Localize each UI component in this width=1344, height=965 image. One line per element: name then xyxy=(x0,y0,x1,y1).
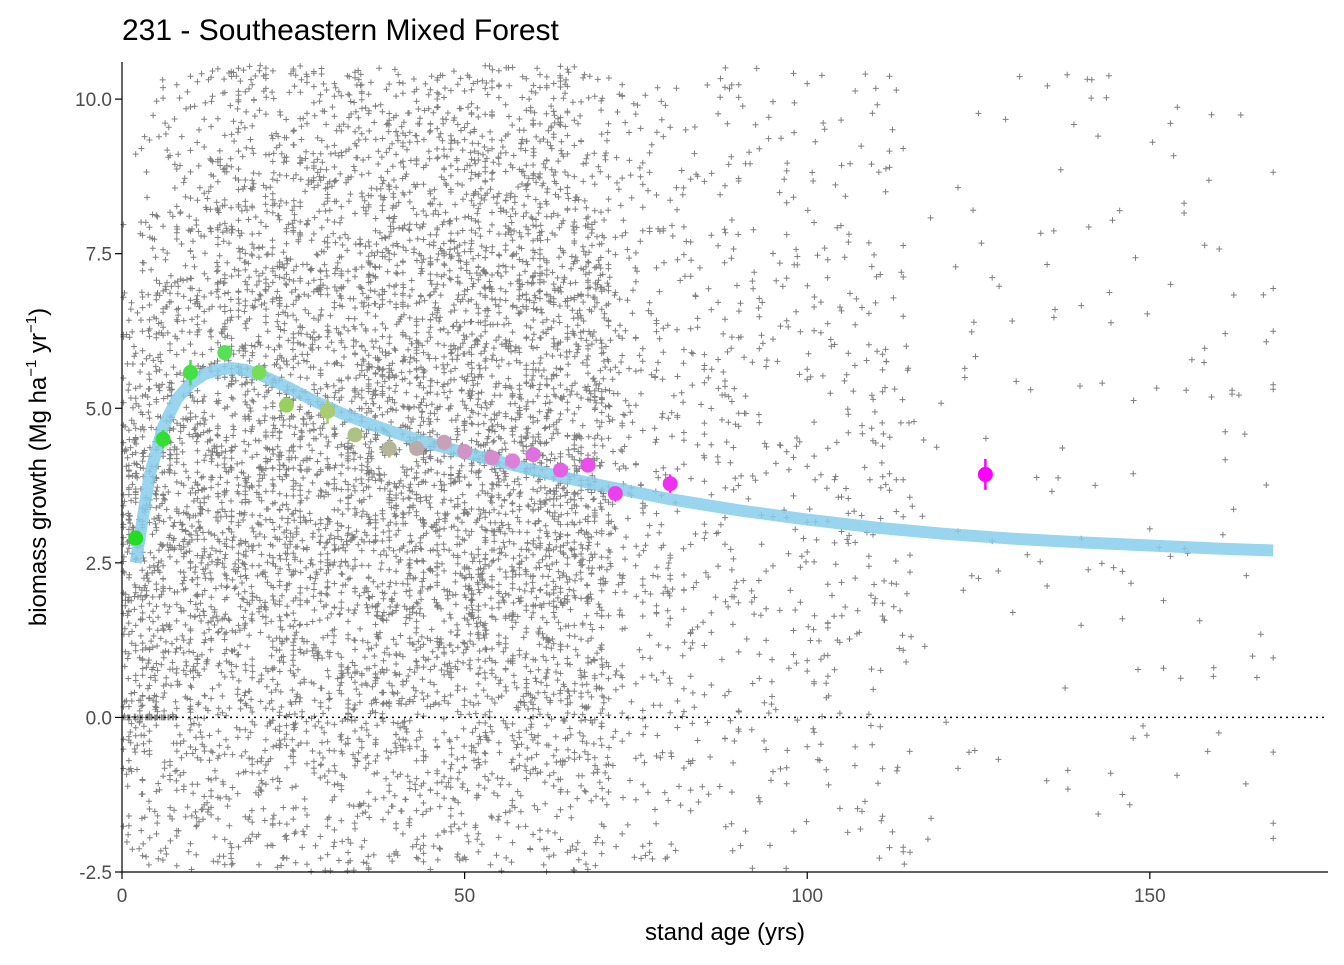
binned-mean-point xyxy=(525,447,541,463)
x-tick-label: 100 xyxy=(791,886,823,907)
y-tick-label: 0.0 xyxy=(86,708,112,729)
binned-mean-point xyxy=(217,345,233,361)
binned-mean-point xyxy=(457,444,473,460)
x-tick-label: 50 xyxy=(454,886,475,907)
binned-mean-dot xyxy=(662,476,678,492)
fit-curve-layer xyxy=(129,362,1274,564)
binned-mean-dot xyxy=(553,462,569,478)
binned-mean-point xyxy=(553,462,569,478)
binned-mean-point xyxy=(251,364,267,380)
binned-mean-dot xyxy=(251,364,267,380)
binned-mean-point xyxy=(278,397,294,413)
y-tick-label: 7.5 xyxy=(86,245,112,266)
binned-mean-dot xyxy=(457,444,473,460)
binned-mean-dot xyxy=(347,427,363,443)
binned-mean-point xyxy=(436,434,452,450)
chart-title: 231 - Southeastern Mixed Forest xyxy=(122,14,560,47)
x-tick-label: 150 xyxy=(1134,886,1166,907)
binned-mean-dot xyxy=(409,440,425,456)
binned-mean-point xyxy=(484,450,500,466)
y-tick-label: -2.5 xyxy=(79,863,112,884)
binned-mean-dot xyxy=(484,450,500,466)
y-axis-label-mid: yr xyxy=(25,333,52,360)
binned-mean-point xyxy=(409,440,425,456)
binned-mean-dot xyxy=(505,453,521,469)
binned-mean-point xyxy=(183,360,199,385)
fit-curve xyxy=(129,362,1274,564)
y-tick-label: 10.0 xyxy=(75,90,112,111)
binned-mean-point xyxy=(128,530,144,546)
x-axis-ticks: 0 50 100 150 xyxy=(117,872,1166,907)
y-axis-label-end: ) xyxy=(25,308,52,316)
y-axis-label-main: biomass growth (Mg ha xyxy=(25,376,52,626)
binned-mean-point xyxy=(155,429,171,449)
binned-mean-point xyxy=(580,457,596,473)
x-axis-label: stand age (yrs) xyxy=(645,919,805,946)
binned-mean-dot xyxy=(183,364,199,380)
binned-mean-point xyxy=(607,486,623,502)
binned-mean-dot xyxy=(436,434,452,450)
binned-mean-point xyxy=(381,439,397,458)
binned-means-layer xyxy=(128,345,993,546)
binned-mean-point xyxy=(662,474,678,493)
binned-mean-point xyxy=(347,427,363,443)
binned-mean-dot xyxy=(607,486,623,502)
binned-mean-dot xyxy=(278,397,294,413)
y-tick-label: 5.0 xyxy=(86,399,112,420)
y-axis-label-sup1: −1 xyxy=(23,360,40,377)
binned-mean-dot xyxy=(580,457,596,473)
binned-mean-point xyxy=(320,398,336,424)
binned-mean-dot xyxy=(128,530,144,546)
y-axis-label-sup2: −1 xyxy=(23,316,40,333)
raw-point-markers xyxy=(120,62,1277,875)
binned-mean-dot xyxy=(525,447,541,463)
y-axis-ticks: -2.5 0.0 2.5 5.0 7.5 10.0 xyxy=(75,90,122,884)
binned-mean-point xyxy=(977,458,993,490)
binned-mean-point xyxy=(505,453,521,469)
binned-mean-dot xyxy=(155,431,171,447)
binned-mean-dot xyxy=(381,440,397,456)
binned-mean-dot xyxy=(217,345,233,361)
binned-mean-dot xyxy=(977,466,993,482)
y-axis-label: biomass growth (Mg ha−1 yr−1) xyxy=(23,308,52,626)
binned-mean-dot xyxy=(320,403,336,419)
y-tick-label: 2.5 xyxy=(86,554,112,575)
raw-points-layer xyxy=(120,62,1277,875)
x-tick-label: 0 xyxy=(117,886,128,907)
